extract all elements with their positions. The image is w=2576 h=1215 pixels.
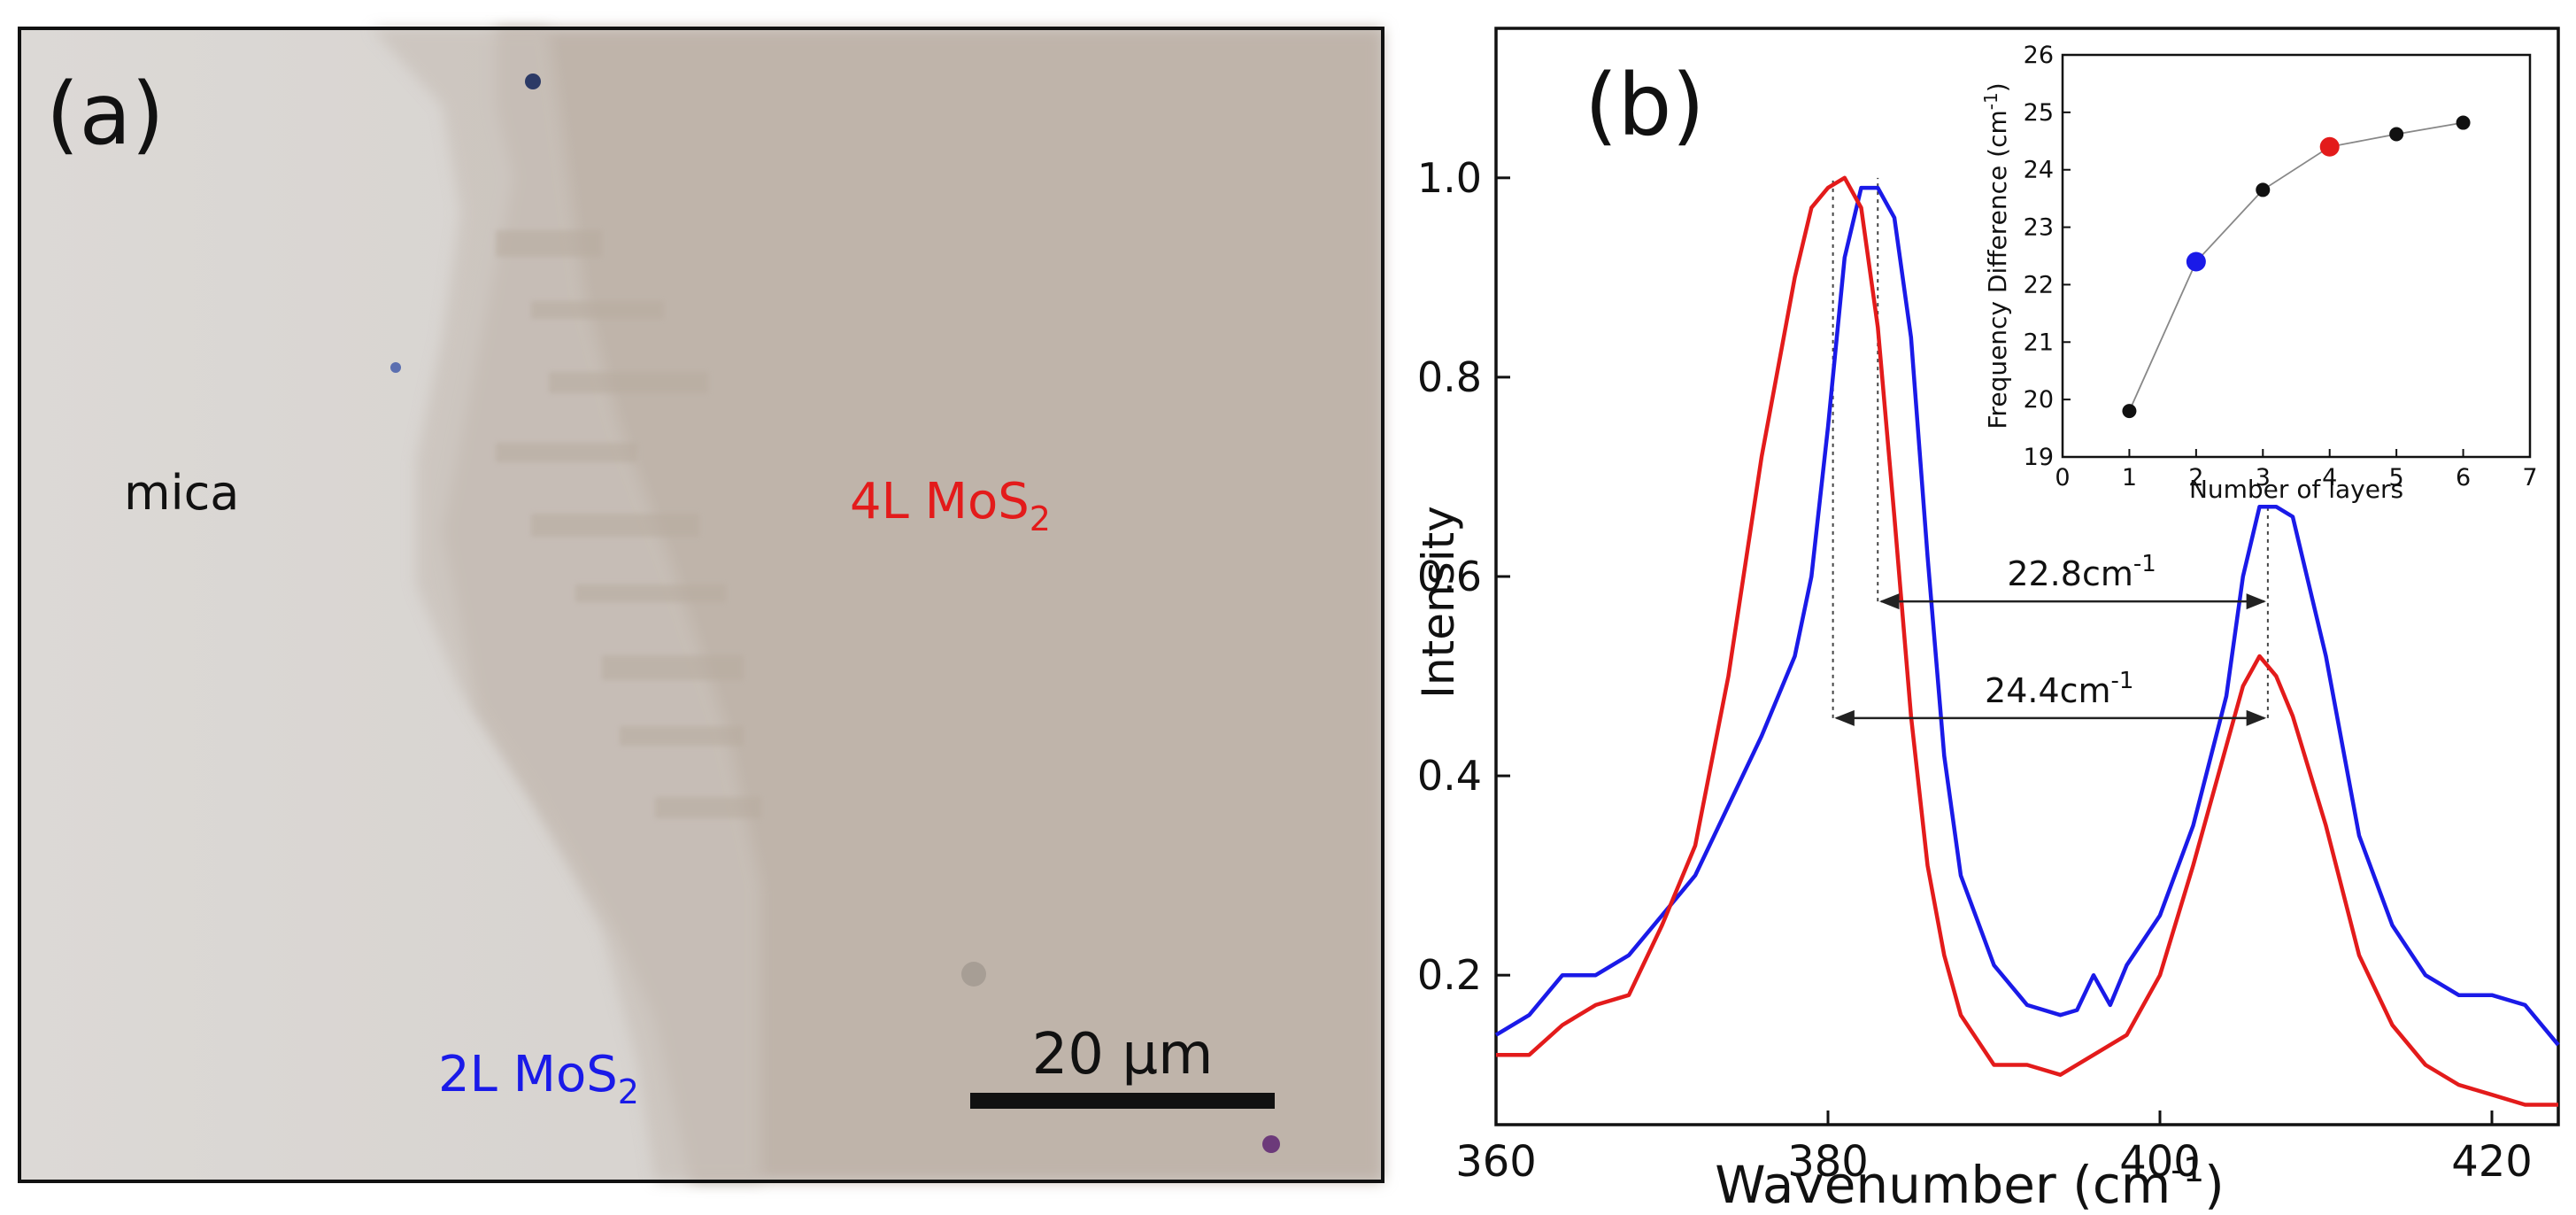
inset-x-tick-label: 3 [2256, 464, 2271, 491]
inset-y-tick-label: 23 [2024, 214, 2054, 242]
debris-dot [390, 362, 401, 373]
inset-x-tick-label: 4 [2322, 464, 2337, 491]
main-series-group [1494, 175, 2560, 1107]
inset-x-tick-label: 1 [2122, 464, 2137, 491]
main-x-tick-label: 380 [1787, 1137, 1869, 1187]
panel-label-a: (a) [46, 65, 165, 164]
label-4l-mos2-subscript: 2 [1030, 499, 1051, 538]
main-y-axis-label: Intensity [1413, 506, 1464, 699]
label-2l-mos2: 2L MoS2 [438, 1046, 639, 1111]
mica-label: mica [124, 465, 239, 521]
inset-y-axis-label: Frequency Difference (cm-1) [1980, 82, 2012, 429]
debris-dot [525, 74, 541, 89]
raman-chart: (b) 22.8cm-124.4cm-1 360 380 400 4200.20.40… [1413, 27, 2560, 1215]
debris-dot [1262, 1135, 1280, 1153]
main-x-axis-label-sup: -1 [2171, 1150, 2204, 1189]
inset-y-axis-label-sup: -1 [1980, 92, 2001, 110]
inset-data-point [2456, 115, 2471, 130]
inset-data-point [2186, 252, 2206, 272]
main-y-tick-label: 0.6 [1417, 553, 1482, 600]
shift-annotation-text: 24.4cm [1985, 671, 2111, 710]
label-4l-mos2: 4L MoS2 [850, 473, 1051, 538]
micrograph-frame [18, 27, 1384, 1183]
series-line-4l-mos2 [1496, 175, 2558, 1107]
inset-series-group [2122, 115, 2471, 419]
inset-y-tick-label: 24 [2024, 157, 2054, 184]
inset-connecting-line [2128, 121, 2464, 412]
inset-y-axis-label-text: Frequency Difference (cm [1983, 110, 2012, 429]
main-x-axis-label-text: Wavenumber (cm [1715, 1155, 2171, 1215]
inset-x-tick-label: 2 [2188, 464, 2203, 491]
shift-annotation-sup: -1 [2133, 551, 2156, 577]
inset-data-point [2122, 404, 2137, 419]
main-x-tick-label: 420 [2451, 1137, 2533, 1187]
inset-x-tick-label: 5 [2389, 464, 2404, 491]
micrograph-panel: (a) mica 4L MoS2 2L MoS2 20 μm [18, 27, 1384, 1183]
shift-annotation-label: 24.4cm-1 [1985, 668, 2133, 710]
inset-x-tick-label: 0 [2055, 464, 2070, 491]
main-guide-lines [1832, 177, 2269, 718]
shift-annotation-sup: -1 [2111, 668, 2134, 694]
inset-x-axis-label: Number of layers [2189, 475, 2403, 504]
main-y-tick-label: 0.8 [1417, 353, 1482, 401]
main-x-tick-label: 360 [1455, 1137, 1537, 1187]
main-y-tick-label: 0.2 [1417, 951, 1482, 999]
inset-data-point [2319, 136, 2340, 157]
main-y-tick-label: 1.0 [1417, 154, 1482, 202]
inset-y-tick-label: 21 [2024, 329, 2054, 356]
flake-texture [496, 230, 761, 818]
inset-x-tick-label: 7 [2522, 464, 2537, 491]
scale-bar [970, 1093, 1275, 1109]
main-x-axis-label: Wavenumber (cm-1) [1715, 1150, 2225, 1215]
scale-bar-label: 20 μm [1032, 1022, 1214, 1087]
inset-x-tick-label: 6 [2456, 464, 2471, 491]
inset-y-tick-label: 25 [2024, 99, 2054, 127]
main-x-tick-label: 400 [2119, 1137, 2201, 1187]
inset-y-tick-label: 26 [2024, 42, 2054, 69]
label-4l-mos2-text: 4L MoS [850, 473, 1030, 530]
inset-data-point [2389, 127, 2404, 142]
inset-y-tick-label: 22 [2024, 271, 2054, 298]
mos2-2l-region [372, 28, 761, 1181]
inset-y-tick-label: 19 [2024, 444, 2054, 471]
inset-y-axis-label-end: ) [1983, 82, 2012, 92]
panel-label-b: (b) [1585, 56, 1705, 155]
label-2l-mos2-subscript: 2 [618, 1072, 639, 1111]
debris-dot [961, 962, 986, 987]
shift-annotation-label: 22.8cm-1 [2007, 551, 2156, 593]
inset-y-tick-label: 20 [2024, 386, 2054, 414]
series-line-2l-mos2 [1494, 185, 2560, 1047]
shift-annotation-text: 22.8cm [2007, 554, 2133, 593]
label-2l-mos2-text: 2L MoS [438, 1046, 618, 1103]
inset-data-point [2256, 182, 2271, 197]
main-annotations-group: 22.8cm-124.4cm-1 [1834, 551, 2267, 726]
inset-plot-frame [2061, 53, 2532, 459]
main-y-tick-label: 0.4 [1417, 752, 1482, 800]
main-x-axis-label-end: ) [2204, 1155, 2225, 1215]
